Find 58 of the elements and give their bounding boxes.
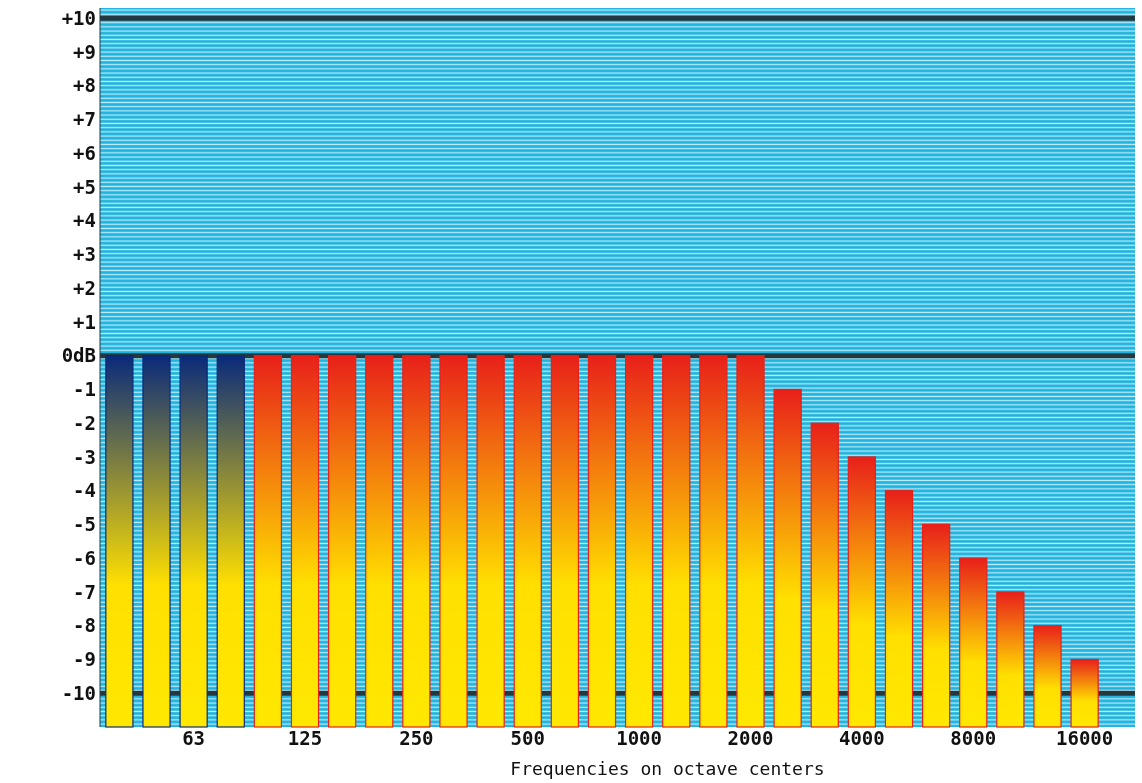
bar <box>179 355 208 728</box>
y-tick-label: -5 <box>73 513 96 536</box>
bar <box>662 355 691 728</box>
bar <box>624 355 654 728</box>
bar <box>847 456 877 728</box>
bar <box>327 355 357 728</box>
bar <box>476 355 505 728</box>
y-tick-label: +3 <box>73 243 96 266</box>
x-tick-label: 1000 <box>616 727 663 749</box>
y-tick-label: -10 <box>61 681 96 704</box>
bar <box>587 355 617 728</box>
y-tick-label: -6 <box>73 546 96 569</box>
x-tick-label: 250 <box>399 727 434 749</box>
bar <box>699 355 728 728</box>
y-tick-label: +4 <box>73 209 96 232</box>
x-tick-label: 2000 <box>727 727 774 749</box>
bar <box>1033 625 1062 728</box>
bar <box>253 355 283 728</box>
bar <box>810 422 839 728</box>
bar <box>402 355 431 728</box>
x-axis-title: Frequencies on octave centers <box>510 758 825 779</box>
x-tick-label: 4000 <box>838 727 885 749</box>
x-tick-label: 16000 <box>1056 727 1114 749</box>
x-tick-label: 125 <box>287 727 323 749</box>
bar <box>1070 658 1099 728</box>
bar <box>773 388 802 728</box>
bar <box>290 355 320 728</box>
bar <box>959 557 988 728</box>
bar <box>105 355 134 728</box>
bar <box>216 355 245 728</box>
y-tick-label: +2 <box>73 276 96 299</box>
bar <box>884 490 914 728</box>
x-tick-label: 500 <box>510 727 545 749</box>
bar <box>736 355 765 728</box>
x-tick-label: 63 <box>182 727 206 749</box>
y-tick-label: +8 <box>73 74 96 97</box>
bar <box>142 355 171 728</box>
y-tick-label: +6 <box>73 141 96 164</box>
bar <box>550 355 580 728</box>
y-tick-label: +10 <box>61 6 96 29</box>
y-tick-label: -9 <box>73 648 96 671</box>
y-tick-label: +9 <box>73 40 96 63</box>
y-tick-label: -1 <box>73 378 96 401</box>
bar <box>921 523 951 728</box>
bar <box>996 591 1025 728</box>
y-tick-label: -2 <box>73 411 96 434</box>
y-tick-label: -8 <box>73 614 96 637</box>
y-tick-label: -3 <box>73 445 96 468</box>
y-tick-label: +1 <box>73 310 96 333</box>
y-tick-label: -4 <box>73 479 96 502</box>
y-tick-label: -7 <box>73 580 96 603</box>
bar <box>513 355 542 728</box>
y-tick-label: 0dB <box>61 344 96 367</box>
bar <box>439 355 468 728</box>
y-tick-label: +7 <box>73 108 96 131</box>
y-tick-label: +5 <box>73 175 96 198</box>
x-tick-label: 8000 <box>950 727 997 749</box>
bar <box>365 355 394 728</box>
